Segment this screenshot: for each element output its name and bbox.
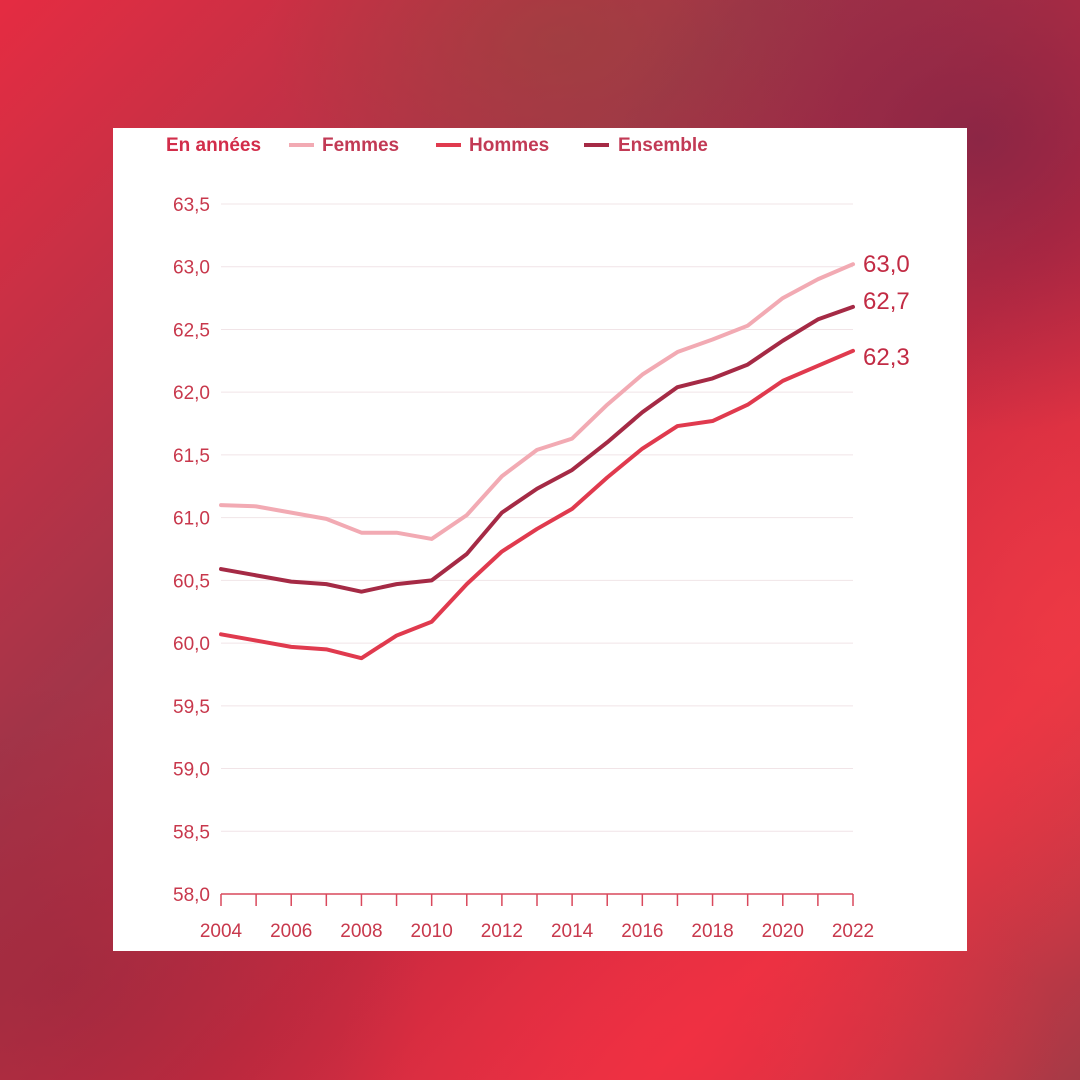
end-label-femmes: 63,0 xyxy=(863,251,910,278)
x-tick-label: 2020 xyxy=(762,921,804,942)
gridlines xyxy=(221,203,853,832)
y-tick-label: 58,5 xyxy=(173,822,210,843)
x-tick-label: 2014 xyxy=(551,921,594,942)
y-tick-label: 61,5 xyxy=(173,446,210,467)
chart-card: En années Femmes Hommes Ensemble 63,5 63,… xyxy=(113,128,967,951)
y-tick-label: 60,5 xyxy=(173,571,210,592)
series-lines xyxy=(219,262,855,661)
x-tick-label: 2016 xyxy=(621,921,663,942)
x-tick-label: 2018 xyxy=(691,921,733,942)
legend-label-femmes: Femmes xyxy=(322,135,399,156)
series-line-ensemble xyxy=(219,304,855,594)
x-tick-label: 2022 xyxy=(832,921,874,942)
y-tick-label: 62,0 xyxy=(173,383,210,404)
y-tick-label: 60,0 xyxy=(173,634,210,655)
unit-label: En années xyxy=(166,135,261,156)
y-tick-label: 59,0 xyxy=(173,760,210,781)
end-labels: 63,0 62,3 62,7 xyxy=(863,251,910,371)
series-line-hommes xyxy=(219,348,855,661)
end-label-hommes: 62,3 xyxy=(863,344,910,371)
y-axis-tick-labels: 63,5 63,0 62,5 62,0 61,5 61,0 60,5 60,0 59,5 59,0… xyxy=(173,195,210,906)
y-tick-label: 59,5 xyxy=(173,697,210,718)
legend-label-hommes: Hommes xyxy=(469,135,549,156)
legend: En années Femmes Hommes Ensemble xyxy=(166,135,708,156)
legend-label-ensemble: Ensemble xyxy=(618,135,708,156)
x-tick-label: 2012 xyxy=(481,921,523,942)
line-chart: En années Femmes Hommes Ensemble 63,563,… xyxy=(166,135,910,942)
x-tick-label: 2008 xyxy=(340,921,382,942)
y-tick-label: 63,5 xyxy=(173,195,210,216)
x-tick-label: 2010 xyxy=(411,921,453,942)
x-axis: 2004 2006 2008 2010 2012 2014 2016 2018 2020 2022 xyxy=(200,893,874,942)
y-tick-label: 62,5 xyxy=(173,320,210,341)
y-tick-label: 61,0 xyxy=(173,509,210,530)
y-tick-label: 58,0 xyxy=(173,885,210,906)
x-tick-label: 2004 xyxy=(200,921,243,942)
series-line-femmes xyxy=(219,262,855,541)
x-tick-label: 2006 xyxy=(270,921,312,942)
y-tick-label: 63,0 xyxy=(173,258,210,279)
end-label-ensemble: 62,7 xyxy=(863,288,910,315)
